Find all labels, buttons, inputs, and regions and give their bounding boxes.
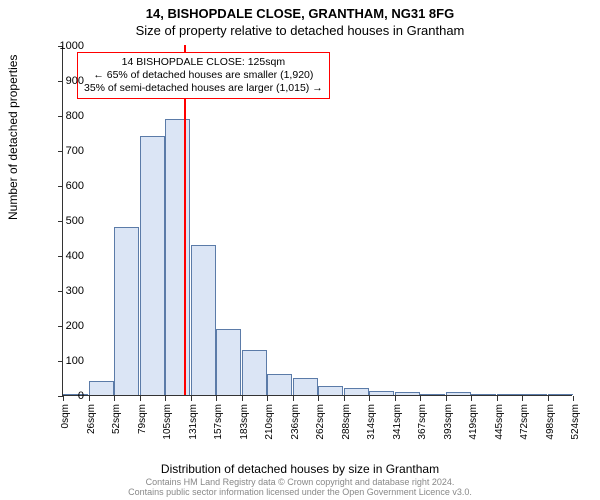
xtick-line: [89, 396, 90, 401]
ytick-label: 0: [44, 390, 84, 402]
xtick-label: 210sqm: [264, 404, 275, 440]
histogram-bar: [344, 388, 369, 395]
histogram-bar: [89, 381, 114, 395]
xtick-label: 79sqm: [137, 404, 148, 434]
xtick-label: 367sqm: [417, 404, 428, 440]
histogram-bar: [420, 394, 445, 395]
histogram-bar: [548, 394, 573, 395]
annotation-line: 35% of semi-detached houses are larger (…: [84, 82, 323, 95]
y-axis-label: Number of detached properties: [6, 55, 20, 220]
ytick-label: 1000: [44, 40, 84, 52]
xtick-label: 157sqm: [213, 404, 224, 440]
xtick-label: 0sqm: [60, 404, 71, 428]
xtick-line: [446, 396, 447, 401]
xtick-label: 288sqm: [341, 404, 352, 440]
ytick-label: 900: [44, 75, 84, 87]
x-axis-label: Distribution of detached houses by size …: [0, 462, 600, 476]
xtick-label: 131sqm: [188, 404, 199, 440]
histogram-bar: [191, 245, 216, 396]
xtick-line: [395, 396, 396, 401]
xtick-label: 341sqm: [392, 404, 403, 440]
xtick-line: [191, 396, 192, 401]
histogram-bar: [114, 227, 139, 395]
ytick-label: 800: [44, 110, 84, 122]
xtick-label: 262sqm: [315, 404, 326, 440]
footer-line-2: Contains public sector information licen…: [0, 488, 600, 498]
ytick-label: 400: [44, 250, 84, 262]
annotation-line: ← 65% of detached houses are smaller (1,…: [84, 69, 323, 82]
xtick-line: [497, 396, 498, 401]
ytick-label: 600: [44, 180, 84, 192]
histogram-bar: [446, 392, 471, 395]
histogram-bar: [293, 378, 318, 396]
chart-container: 14, BISHOPDALE CLOSE, GRANTHAM, NG31 8FG…: [0, 0, 600, 500]
histogram-bar: [497, 394, 522, 395]
histogram-bar: [140, 136, 165, 395]
ytick-label: 500: [44, 215, 84, 227]
chart-footer: Contains HM Land Registry data © Crown c…: [0, 478, 600, 498]
xtick-line: [369, 396, 370, 401]
ytick-label: 200: [44, 320, 84, 332]
annotation-line: 14 BISHOPDALE CLOSE: 125sqm: [84, 56, 323, 69]
xtick-label: 472sqm: [519, 404, 530, 440]
chart-area: 0sqm26sqm52sqm79sqm105sqm131sqm157sqm183…: [62, 46, 572, 396]
xtick-line: [293, 396, 294, 401]
histogram-bar: [395, 392, 420, 396]
xtick-line: [267, 396, 268, 401]
xtick-label: 52sqm: [111, 404, 122, 434]
plot-area: 0sqm26sqm52sqm79sqm105sqm131sqm157sqm183…: [62, 46, 572, 396]
chart-title-address: 14, BISHOPDALE CLOSE, GRANTHAM, NG31 8FG: [0, 0, 600, 21]
xtick-label: 445sqm: [494, 404, 505, 440]
ytick-label: 100: [44, 355, 84, 367]
xtick-label: 419sqm: [468, 404, 479, 440]
histogram-bar: [267, 374, 292, 395]
histogram-bar: [242, 350, 267, 396]
xtick-label: 26sqm: [86, 404, 97, 434]
xtick-line: [420, 396, 421, 401]
histogram-bar: [471, 394, 496, 395]
xtick-line: [318, 396, 319, 401]
xtick-line: [114, 396, 115, 401]
annotation-box: 14 BISHOPDALE CLOSE: 125sqm← 65% of deta…: [77, 52, 330, 99]
xtick-line: [522, 396, 523, 401]
xtick-line: [573, 396, 574, 401]
xtick-label: 105sqm: [162, 404, 173, 440]
ytick-label: 300: [44, 285, 84, 297]
xtick-label: 314sqm: [366, 404, 377, 440]
chart-subtitle: Size of property relative to detached ho…: [0, 21, 600, 38]
histogram-bar: [369, 391, 394, 395]
xtick-label: 524sqm: [570, 404, 581, 440]
xtick-line: [242, 396, 243, 401]
xtick-line: [165, 396, 166, 401]
xtick-label: 236sqm: [290, 404, 301, 440]
xtick-line: [344, 396, 345, 401]
xtick-label: 183sqm: [239, 404, 250, 440]
histogram-bar: [522, 394, 547, 395]
xtick-label: 393sqm: [443, 404, 454, 440]
xtick-line: [548, 396, 549, 401]
xtick-line: [471, 396, 472, 401]
histogram-bar: [216, 329, 241, 396]
histogram-bar: [318, 386, 343, 395]
xtick-label: 498sqm: [545, 404, 556, 440]
ytick-label: 700: [44, 145, 84, 157]
xtick-line: [140, 396, 141, 401]
xtick-line: [216, 396, 217, 401]
